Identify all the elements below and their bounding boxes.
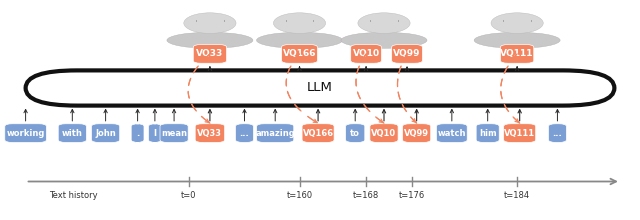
Text: VQ111: VQ111	[504, 129, 535, 138]
FancyBboxPatch shape	[26, 70, 614, 106]
Text: him: him	[479, 129, 497, 138]
Text: t=0: t=0	[181, 191, 196, 200]
Text: mean: mean	[161, 129, 187, 138]
FancyBboxPatch shape	[160, 124, 188, 143]
Bar	[201, 24, 219, 30]
FancyBboxPatch shape	[236, 124, 253, 143]
Text: t=176: t=176	[398, 191, 425, 200]
Bar	[291, 24, 308, 30]
Text: ...: ...	[552, 129, 563, 138]
FancyBboxPatch shape	[504, 124, 536, 143]
Text: watch: watch	[438, 129, 466, 138]
Text: .: .	[136, 129, 140, 138]
Text: VQ99: VQ99	[404, 129, 429, 138]
FancyBboxPatch shape	[346, 124, 365, 143]
FancyBboxPatch shape	[500, 44, 534, 63]
FancyBboxPatch shape	[436, 124, 467, 143]
FancyBboxPatch shape	[476, 124, 499, 143]
FancyBboxPatch shape	[548, 124, 566, 143]
Text: ...: ...	[239, 129, 250, 138]
Ellipse shape	[491, 13, 543, 33]
Text: t=160: t=160	[287, 191, 312, 200]
FancyBboxPatch shape	[302, 124, 334, 143]
Text: VQ10: VQ10	[371, 129, 397, 138]
FancyBboxPatch shape	[148, 124, 161, 143]
FancyBboxPatch shape	[193, 44, 227, 63]
Text: VQ166: VQ166	[283, 50, 316, 58]
Text: t=168: t=168	[353, 191, 380, 200]
FancyBboxPatch shape	[5, 124, 47, 143]
Text: I: I	[154, 129, 156, 138]
Text: t=184: t=184	[504, 191, 530, 200]
FancyBboxPatch shape	[370, 124, 398, 143]
Text: Text history: Text history	[49, 191, 98, 200]
Ellipse shape	[184, 13, 236, 33]
Text: VQ10: VQ10	[353, 50, 380, 58]
Text: LLM: LLM	[307, 81, 333, 94]
Text: with: with	[62, 129, 83, 138]
Text: amazing: amazing	[255, 129, 295, 138]
FancyBboxPatch shape	[58, 124, 86, 143]
FancyBboxPatch shape	[282, 44, 317, 63]
Ellipse shape	[474, 32, 560, 48]
Ellipse shape	[273, 13, 326, 33]
FancyBboxPatch shape	[392, 44, 422, 63]
Text: VQ33: VQ33	[196, 50, 223, 58]
Bar	[375, 24, 393, 30]
Text: VQ99: VQ99	[394, 50, 420, 58]
FancyBboxPatch shape	[195, 124, 225, 143]
Ellipse shape	[341, 32, 427, 48]
Text: John: John	[95, 129, 116, 138]
Text: working: working	[6, 129, 45, 138]
Ellipse shape	[358, 13, 410, 33]
FancyBboxPatch shape	[131, 124, 144, 143]
Ellipse shape	[257, 32, 342, 48]
FancyBboxPatch shape	[351, 44, 381, 63]
Text: VQ33: VQ33	[197, 129, 223, 138]
Bar	[508, 24, 526, 30]
FancyBboxPatch shape	[403, 124, 431, 143]
FancyBboxPatch shape	[257, 124, 294, 143]
Text: VQ166: VQ166	[303, 129, 333, 138]
FancyBboxPatch shape	[92, 124, 120, 143]
Ellipse shape	[167, 32, 253, 48]
Text: to: to	[350, 129, 360, 138]
Text: VQ111: VQ111	[500, 50, 534, 58]
